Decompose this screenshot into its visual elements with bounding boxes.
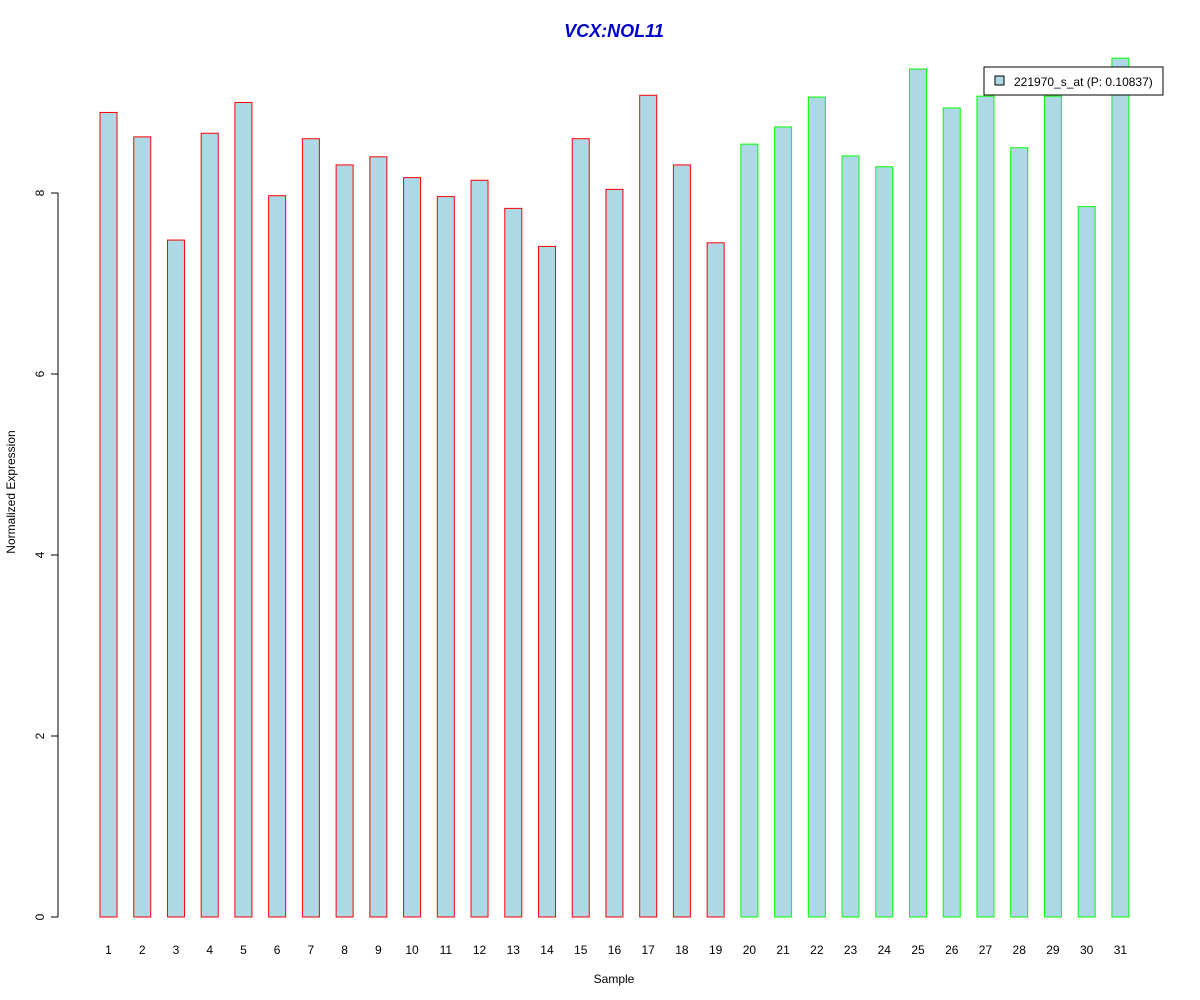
bar (740, 143, 759, 918)
x-tick-label: 5 (240, 943, 247, 957)
legend: 221970_s_at (P: 0.10837) (983, 66, 1164, 96)
x-tick-label: 1 (105, 943, 112, 957)
x-tick-label: 25 (911, 943, 925, 957)
bar (605, 188, 624, 918)
bar (875, 166, 894, 918)
bar (1111, 57, 1130, 918)
x-tick-label: 22 (810, 943, 824, 957)
x-tick-label: 8 (341, 943, 348, 957)
x-tick-label: 23 (844, 943, 858, 957)
bar (909, 68, 928, 918)
y-tick-label: 6 (33, 370, 47, 377)
x-tick-label: 26 (945, 943, 959, 957)
legend-swatch (994, 75, 1005, 86)
x-tick-label: 20 (743, 943, 757, 957)
x-tick-label: 16 (608, 943, 622, 957)
bar (672, 164, 691, 918)
bar (369, 156, 388, 918)
x-tick-label: 29 (1046, 943, 1060, 957)
bar (706, 242, 725, 918)
x-tick-label: 18 (675, 943, 689, 957)
x-tick-label: 6 (274, 943, 281, 957)
bar (200, 132, 219, 918)
y-tick-label: 8 (33, 189, 47, 196)
x-tick-label: 17 (642, 943, 656, 957)
bar (403, 177, 422, 918)
y-tick-label: 2 (33, 732, 47, 739)
x-tick-label: 14 (540, 943, 554, 957)
x-tick-label: 10 (405, 943, 419, 957)
bar (942, 107, 961, 918)
x-tick-label: 24 (878, 943, 892, 957)
bar (1077, 206, 1096, 918)
bar (841, 155, 860, 918)
y-tick-label: 0 (33, 913, 47, 920)
x-tick-label: 19 (709, 943, 723, 957)
x-tick-label: 15 (574, 943, 588, 957)
y-tick-label: 4 (33, 551, 47, 558)
bar-series (99, 57, 1130, 918)
x-tick-label: 11 (440, 943, 453, 957)
bar (133, 136, 152, 918)
bar (268, 195, 287, 918)
x-tick-label: 13 (507, 943, 521, 957)
bar (774, 126, 793, 918)
x-tick-label: 9 (375, 943, 382, 957)
x-tick-label: 27 (979, 943, 993, 957)
bar (639, 94, 658, 918)
x-tick-label: 2 (139, 943, 146, 957)
bar (166, 239, 185, 918)
bar (99, 111, 118, 918)
x-tick-label: 31 (1114, 943, 1128, 957)
bar (436, 196, 455, 918)
x-axis-title: Sample (594, 972, 635, 986)
legend-box (983, 66, 1164, 96)
bar (470, 179, 489, 918)
x-tick-label: 7 (308, 943, 315, 957)
x-tick-labels: 1 2 3 4 5 6 7 8 9 10 11 12 13 14 15 16 17 18 19 20 21 22 23 24 2… (105, 943, 1127, 957)
y-axis-title: Normalized Expression (4, 430, 18, 553)
bar (335, 164, 354, 918)
bar (504, 207, 523, 918)
x-tick-label: 3 (173, 943, 180, 957)
chart-title: VCX:NOL11 (564, 21, 664, 41)
bar (1043, 95, 1062, 918)
legend-label: 221970_s_at (P: 0.10837) (1014, 75, 1153, 89)
y-axis: 0 2 4 6 8 (33, 189, 59, 920)
x-tick-label: 12 (473, 943, 487, 957)
bar (301, 138, 320, 918)
x-tick-label: 4 (206, 943, 213, 957)
x-tick-label: 30 (1080, 943, 1094, 957)
bar (807, 96, 826, 918)
x-tick-label: 28 (1013, 943, 1027, 957)
bar (976, 95, 995, 918)
bar (537, 245, 556, 918)
x-tick-label: 21 (776, 943, 790, 957)
bar (1010, 147, 1029, 918)
bar (571, 138, 590, 918)
bar (234, 102, 253, 918)
